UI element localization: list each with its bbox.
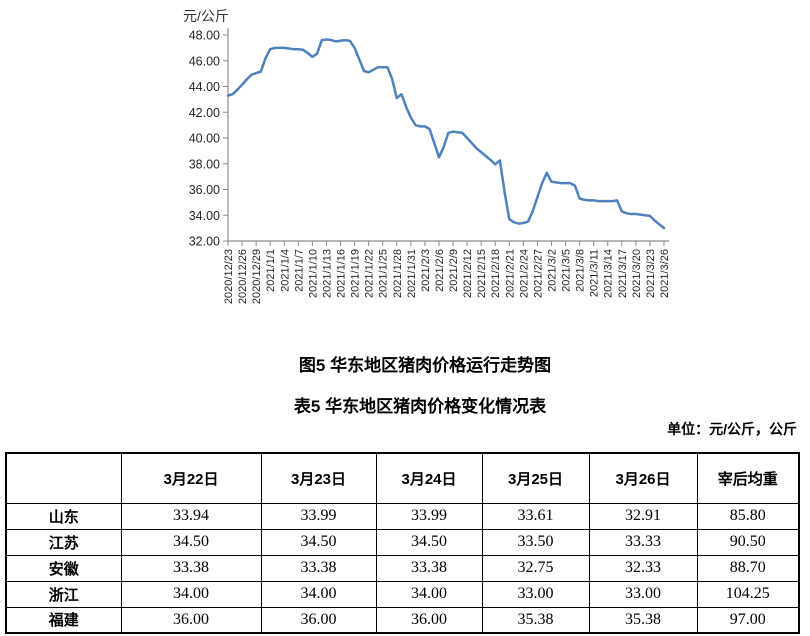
row-header-province: 江苏 (5, 528, 122, 556)
table-header-row: 3月22日 3月23日 3月24日 3月25日 3月26日 宰后均重 (5, 452, 800, 504)
x-axis-tick-label: 2020/12/23 (223, 249, 235, 304)
price-cell: 34.00 (120, 580, 262, 608)
x-axis-tick-label: 2021/3/26 (659, 249, 671, 298)
y-axis-tick-label: 32.00 (189, 235, 220, 249)
x-axis-tick-label: 2021/1/16 (336, 249, 348, 298)
x-axis-tick-label: 2021/3/23 (645, 249, 657, 298)
x-axis-tick-label: 2021/1/19 (350, 249, 362, 298)
price-line (226, 38, 666, 230)
price-cell: 32.91 (588, 502, 698, 530)
x-axis-tick-label: 2021/1/31 (406, 249, 418, 298)
price-cell: 32.33 (588, 554, 698, 582)
price-cell: 33.61 (481, 502, 590, 530)
x-axis-tick-label: 2021/3/5 (561, 249, 573, 292)
avg-weight-cell: 104.25 (696, 580, 800, 608)
table-row: 山东 33.94 33.99 33.99 33.61 32.91 85.80 (5, 502, 800, 530)
price-cell: 33.00 (481, 580, 590, 608)
x-axis-tick-label: 2021/1/7 (293, 249, 305, 292)
x-axis-tick-label: 2021/2/15 (476, 249, 488, 298)
x-axis-tick-label: 2021/1/1 (265, 249, 277, 292)
row-header-province: 浙江 (5, 580, 122, 608)
price-cell: 36.00 (120, 606, 262, 634)
price-cell: 33.33 (588, 528, 698, 556)
x-axis-tick-label: 2021/3/14 (603, 249, 615, 298)
y-axis-unit-label: 元/公斤 (183, 8, 229, 24)
price-table: 3月22日 3月23日 3月24日 3月25日 3月26日 宰后均重 山东 33… (5, 452, 800, 634)
x-axis-tick-label: 2021/1/13 (321, 249, 333, 298)
x-axis-tick-label: 2021/2/6 (434, 249, 446, 292)
line-chart: 48.00 46.00 44.00 42.00 40.00 38.00 36.00 34.00… (189, 28, 671, 304)
x-axis-tick-label: 2021/1/10 (307, 249, 319, 298)
column-header-avg-weight: 宰后均重 (696, 452, 800, 504)
x-axis-tick-label: 2021/3/11 (589, 249, 601, 297)
x-axis-tick-label: 2021/2/21 (504, 249, 516, 298)
price-cell: 33.50 (481, 528, 590, 556)
price-cell: 33.38 (260, 554, 377, 582)
x-axis-tick-label: 2021/2/12 (462, 249, 474, 298)
price-cell: 34.50 (120, 528, 262, 556)
column-header-date: 3月24日 (375, 452, 483, 504)
price-cell: 36.00 (260, 606, 377, 634)
y-axis-tick-label: 44.00 (189, 80, 220, 94)
figure-title: 图5 华东地区猪肉价格运行走势图 (298, 356, 552, 375)
x-axis-tick-label: 2020/12/29 (251, 249, 263, 304)
table-title: 表5 华东地区猪肉价格变化情况表 (293, 397, 547, 416)
x-axis-tick-label: 2021/2/9 (448, 249, 460, 292)
x-axis-tick-label: 2021/1/25 (378, 249, 390, 298)
price-cell: 34.50 (375, 528, 483, 556)
row-header-province: 安徽 (5, 554, 122, 582)
column-header-date: 3月25日 (481, 452, 590, 504)
price-cell: 33.99 (260, 502, 377, 530)
avg-weight-cell: 97.00 (696, 606, 800, 634)
x-axis-tick-label: 2021/2/18 (490, 249, 502, 298)
x-axis-tick-label: 2021/2/27 (532, 249, 544, 298)
y-axis-tick-label: 46.00 (189, 54, 220, 68)
avg-weight-cell: 90.50 (696, 528, 800, 556)
price-cell: 33.38 (375, 554, 483, 582)
table-row: 福建 36.00 36.00 36.00 35.38 35.38 97.00 (5, 606, 800, 634)
x-axis-tick-label: 2021/3/17 (617, 249, 629, 298)
x-axis-tick-label: 2021/3/2 (546, 249, 558, 292)
price-cell: 34.00 (375, 580, 483, 608)
x-axis-tick-label: 2020/12/26 (237, 249, 249, 304)
column-header-date: 3月26日 (588, 452, 698, 504)
x-axis-tick-label: 2021/2/3 (420, 249, 432, 292)
avg-weight-cell: 85.80 (696, 502, 800, 530)
price-cell: 36.00 (375, 606, 483, 634)
unit-note: 单位：元/公斤，公斤 (667, 421, 797, 437)
x-axis-tick-label: 2021/2/24 (518, 249, 530, 298)
price-cell: 33.38 (120, 554, 262, 582)
column-header-date: 3月22日 (120, 452, 262, 504)
price-cell: 34.00 (260, 580, 377, 608)
price-cell: 33.00 (588, 580, 698, 608)
x-axis-tick-label: 2021/1/4 (279, 249, 291, 292)
x-axis-tick-label: 2021/3/20 (631, 249, 643, 298)
price-cell: 34.50 (260, 528, 377, 556)
table-row: 安徽 33.38 33.38 33.38 32.75 32.33 88.70 (5, 554, 800, 582)
x-axis-tick-label: 2021/1/22 (364, 249, 376, 298)
y-axis-tick-label: 48.00 (189, 29, 220, 43)
avg-weight-cell: 88.70 (696, 554, 800, 582)
column-header-date: 3月23日 (260, 452, 377, 504)
y-axis-tick-label: 42.00 (189, 106, 220, 120)
price-cell: 33.94 (120, 502, 262, 530)
price-cell: 35.38 (588, 606, 698, 634)
table-row: 江苏 34.50 34.50 34.50 33.50 33.33 90.50 (5, 528, 800, 556)
y-axis-tick-label: 40.00 (189, 132, 220, 146)
x-axis-tick-label: 2021/1/28 (392, 249, 404, 298)
y-axis-tick-label: 36.00 (189, 183, 220, 197)
price-cell: 32.75 (481, 554, 590, 582)
price-cell: 33.99 (375, 502, 483, 530)
price-cell: 35.38 (481, 606, 590, 634)
y-axis-tick-label: 34.00 (189, 209, 220, 223)
y-axis-tick-label: 38.00 (189, 157, 220, 171)
corner-cell (5, 452, 122, 504)
row-header-province: 山东 (5, 502, 122, 530)
x-axis-tick-label: 2021/3/8 (575, 249, 587, 292)
table-row: 浙江 34.00 34.00 34.00 33.00 33.00 104.25 (5, 580, 800, 608)
row-header-province: 福建 (5, 606, 122, 634)
